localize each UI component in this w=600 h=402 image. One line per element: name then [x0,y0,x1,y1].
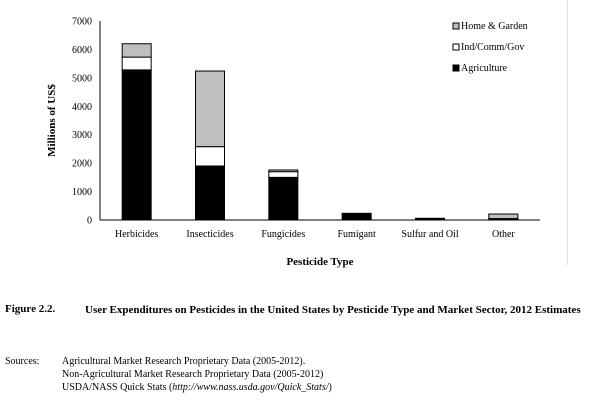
legend-swatch [452,64,460,72]
source-line: Agricultural Market Research Proprietary… [62,356,306,367]
sources-label: Sources: [5,356,40,367]
bar-segment [121,43,152,58]
x-tick-label: Fumigant [337,229,376,240]
x-tick-label: Insecticides [186,229,233,240]
bar-segment [195,146,225,167]
bar-segment [268,176,299,221]
y-tick-label: 7000 [72,17,92,28]
bar-segment [268,171,299,178]
legend-label: Agriculture [461,63,508,74]
bar-segment [195,165,225,221]
bar-segment [488,213,519,220]
figure-number: Figure 2.2. [5,303,56,315]
source-line: Non-Agricultural Market Research Proprie… [62,369,324,380]
x-tick-label: Fungicides [261,229,305,240]
y-axis-label: Millions of US$ [46,84,58,157]
bar-segment [121,56,152,71]
x-axis-label: Pesticide Type [286,256,353,268]
y-tick-label: 0 [87,216,92,227]
y-tick-label: 1000 [72,187,92,198]
y-tick-label: 2000 [72,159,92,170]
y-tick-label: 6000 [72,45,92,56]
y-tick-label: 4000 [72,102,92,113]
figure-title: User Expenditures on Pesticides in the U… [85,304,581,316]
bar-segment [341,212,372,221]
source-line: USDA/NASS Quick Stats (http://www.nass.u… [62,382,332,393]
y-tick-label: 3000 [72,130,92,141]
legend-label: Ind/Comm/Gov [461,42,524,53]
x-tick-label: Other [492,229,515,240]
y-tick-label: 5000 [72,73,92,84]
bar-segment [121,69,152,221]
legend-label: Home & Garden [461,21,528,32]
bar-segment [415,217,445,221]
chart-frame [567,0,568,265]
source-url[interactable]: http://www.nass.usda.gov/Quick_Stats/ [172,382,329,393]
stacked-bar-chart: 0 1000 2000 3000 4000 5000 6000 7000 Herbicides I… [46,17,540,268]
legend-swatch [452,43,460,51]
legend-swatch [452,22,460,30]
x-tick-label: Sulfur and Oil [401,229,458,240]
x-tick-label: Herbicides [115,229,158,240]
bar-segment [268,169,299,173]
bar-segment [195,70,225,148]
